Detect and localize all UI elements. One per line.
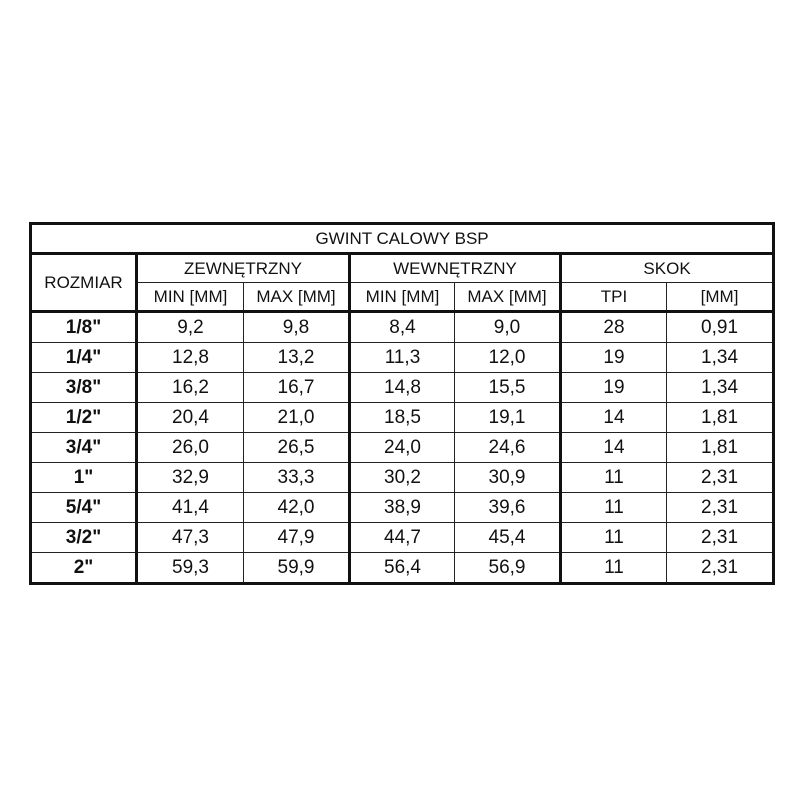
cell-tpi: 11 <box>559 492 667 523</box>
cell-ext-min: 20,4 <box>135 402 244 433</box>
table-row: 3/2" 47,3 47,9 44,7 45,4 11 2,31 <box>30 522 775 553</box>
cell-ext-min: 26,0 <box>135 432 244 463</box>
cell-pitch-mm: 2,31 <box>665 522 775 553</box>
cell-size: 3/4" <box>30 432 137 463</box>
cell-tpi: 11 <box>559 522 667 553</box>
table-title: GWINT CALOWY BSP <box>29 223 775 255</box>
cell-int-min: 44,7 <box>348 522 455 553</box>
cell-pitch-mm: 1,81 <box>665 402 775 433</box>
subheader-int-max: MAX [MM] <box>454 282 561 313</box>
cell-int-min: 18,5 <box>348 402 455 433</box>
group-header-internal: WEWNĘTRZNY <box>348 253 561 283</box>
cell-ext-max: 26,5 <box>243 432 350 463</box>
table-row: 5/4" 41,4 42,0 38,9 39,6 11 2,31 <box>30 492 775 523</box>
cell-pitch-mm: 0,91 <box>665 311 775 343</box>
cell-size: 3/8" <box>30 372 137 403</box>
table-row: 1/8" 9,2 9,8 8,4 9,0 28 0,91 <box>30 311 775 343</box>
cell-int-min: 38,9 <box>348 492 455 523</box>
cell-size: 5/4" <box>30 492 137 523</box>
cell-ext-min: 59,3 <box>135 552 244 584</box>
cell-size: 1" <box>30 462 137 493</box>
cell-size: 1/8" <box>30 311 137 343</box>
cell-pitch-mm: 1,81 <box>665 432 775 463</box>
cell-int-min: 56,4 <box>348 552 455 584</box>
cell-int-min: 24,0 <box>348 432 455 463</box>
cell-int-min: 11,3 <box>348 342 455 373</box>
table-row: 3/4" 26,0 26,5 24,0 24,6 14 1,81 <box>30 432 775 463</box>
cell-int-max: 30,9 <box>454 462 561 493</box>
cell-ext-min: 16,2 <box>135 372 244 403</box>
cell-int-min: 14,8 <box>348 372 455 403</box>
cell-int-max: 19,1 <box>454 402 561 433</box>
cell-pitch-mm: 1,34 <box>665 342 775 373</box>
cell-ext-max: 21,0 <box>243 402 350 433</box>
cell-ext-max: 16,7 <box>243 372 350 403</box>
cell-tpi: 14 <box>559 432 667 463</box>
table-row: 1/2" 20,4 21,0 18,5 19,1 14 1,81 <box>30 402 775 433</box>
group-header-pitch: SKOK <box>558 253 775 283</box>
cell-pitch-mm: 2,31 <box>665 552 775 584</box>
subheader-pitch-mm: [MM] <box>665 282 775 313</box>
cell-pitch-mm: 2,31 <box>665 462 775 493</box>
cell-ext-min: 12,8 <box>135 342 244 373</box>
cell-int-max: 9,0 <box>454 311 561 343</box>
cell-size: 3/2" <box>30 522 137 553</box>
cell-tpi: 11 <box>559 552 667 584</box>
cell-int-max: 15,5 <box>454 372 561 403</box>
size-header: ROZMIAR <box>30 253 137 313</box>
cell-pitch-mm: 2,31 <box>665 492 775 523</box>
cell-ext-max: 9,8 <box>243 311 350 343</box>
group-header-external: ZEWNĘTRZNY <box>135 253 350 283</box>
cell-ext-min: 9,2 <box>135 311 244 343</box>
table-body: 1/8" 9,2 9,8 8,4 9,0 28 0,91 1/4" 12,8 13,2 11,3 12… <box>30 311 775 584</box>
cell-ext-min: 41,4 <box>135 492 244 523</box>
cell-size: 1/4" <box>30 342 137 373</box>
cell-ext-max: 47,9 <box>243 522 350 553</box>
cell-tpi: 19 <box>559 372 667 403</box>
table-row: 2" 59,3 59,9 56,4 56,9 11 2,31 <box>30 552 775 584</box>
cell-int-max: 56,9 <box>454 552 561 584</box>
table-row: 1" 32,9 33,3 30,2 30,9 11 2,31 <box>30 462 775 493</box>
subheader-tpi: TPI <box>559 282 667 313</box>
cell-int-max: 12,0 <box>454 342 561 373</box>
cell-ext-min: 32,9 <box>135 462 244 493</box>
cell-size: 2" <box>30 552 137 584</box>
cell-int-min: 30,2 <box>348 462 455 493</box>
cell-int-max: 24,6 <box>454 432 561 463</box>
bsp-thread-table: GWINT CALOWY BSP ROZMIAR ZEWNĘTRZNY WEWN… <box>29 222 776 585</box>
subheader-ext-min: MIN [MM] <box>135 282 244 313</box>
table-row: 1/4" 12,8 13,2 11,3 12,0 19 1,34 <box>30 342 775 373</box>
cell-size: 1/2" <box>30 402 137 433</box>
cell-ext-max: 13,2 <box>243 342 350 373</box>
cell-tpi: 14 <box>559 402 667 433</box>
cell-tpi: 28 <box>559 311 667 343</box>
cell-ext-max: 59,9 <box>243 552 350 584</box>
cell-ext-max: 42,0 <box>243 492 350 523</box>
subheader-int-min: MIN [MM] <box>348 282 455 313</box>
cell-pitch-mm: 1,34 <box>665 372 775 403</box>
cell-ext-min: 47,3 <box>135 522 244 553</box>
cell-int-max: 39,6 <box>454 492 561 523</box>
subheader-ext-max: MAX [MM] <box>243 282 350 313</box>
cell-tpi: 19 <box>559 342 667 373</box>
cell-int-max: 45,4 <box>454 522 561 553</box>
cell-ext-max: 33,3 <box>243 462 350 493</box>
table-row: 3/8" 16,2 16,7 14,8 15,5 19 1,34 <box>30 372 775 403</box>
cell-int-min: 8,4 <box>348 311 455 343</box>
cell-tpi: 11 <box>559 462 667 493</box>
